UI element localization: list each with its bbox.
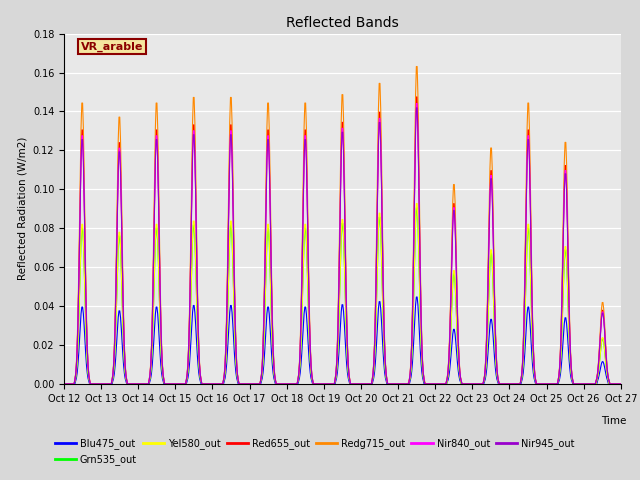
Yel580_out (410, 277, 418, 283)
Line: Redg715_out: Redg715_out (64, 67, 621, 384)
Nir840_out (60, 381, 68, 387)
Nir945_out (413, 105, 421, 111)
Nir840_out (70, 381, 78, 387)
Redg715_out (413, 64, 421, 70)
Blu475_out (413, 294, 421, 300)
Nir840_out (127, 381, 135, 387)
Red655_out (214, 381, 221, 387)
Blu475_out (214, 381, 221, 387)
Redg715_out (184, 360, 192, 365)
Nir945_out (70, 381, 78, 387)
Blu475_out (428, 381, 435, 387)
Redg715_out (617, 381, 625, 387)
Yel580_out (70, 381, 78, 387)
Nir840_out (617, 381, 625, 387)
Grn535_out (617, 381, 625, 387)
Grn535_out (214, 381, 221, 387)
Red655_out (617, 381, 625, 387)
Yel580_out (184, 369, 192, 374)
Grn535_out (70, 381, 78, 387)
Red655_out (60, 381, 68, 387)
Grn535_out (127, 381, 135, 387)
Blu475_out (410, 331, 418, 337)
Line: Red655_out: Red655_out (64, 97, 621, 384)
Redg715_out (214, 381, 221, 387)
Nir840_out (413, 101, 421, 107)
Legend: Blu475_out, Grn535_out, Yel580_out, Red655_out, Redg715_out, Nir840_out, Nir945_: Blu475_out, Grn535_out, Yel580_out, Red6… (51, 434, 579, 469)
Yel580_out (127, 381, 135, 387)
Redg715_out (60, 381, 68, 387)
Line: Nir840_out: Nir840_out (64, 104, 621, 384)
Yel580_out (214, 381, 221, 387)
Nir945_out (410, 222, 418, 228)
Yel580_out (617, 381, 625, 387)
Redg715_out (70, 381, 78, 387)
Nir840_out (214, 381, 221, 387)
Grn535_out (184, 369, 192, 375)
Blu475_out (60, 381, 68, 387)
Nir945_out (617, 381, 625, 387)
Nir840_out (410, 220, 418, 226)
Red655_out (428, 381, 435, 387)
Red655_out (127, 381, 135, 387)
Redg715_out (428, 381, 435, 387)
Line: Yel580_out: Yel580_out (64, 204, 621, 384)
Blu475_out (617, 381, 625, 387)
Text: Time: Time (601, 416, 627, 426)
Grn535_out (410, 280, 418, 286)
Blu475_out (127, 381, 135, 387)
Yel580_out (428, 381, 435, 387)
Blu475_out (70, 381, 78, 387)
Nir945_out (60, 381, 68, 387)
Redg715_out (127, 381, 135, 387)
Red655_out (184, 361, 192, 367)
Grn535_out (60, 381, 68, 387)
Text: VR_arable: VR_arable (81, 41, 143, 52)
Blu475_out (184, 375, 192, 381)
Nir840_out (184, 362, 192, 368)
Yel580_out (60, 381, 68, 387)
Title: Reflected Bands: Reflected Bands (286, 16, 399, 30)
Red655_out (410, 216, 418, 222)
Grn535_out (413, 205, 421, 211)
Nir945_out (428, 381, 435, 387)
Yel580_out (413, 201, 421, 206)
Red655_out (70, 381, 78, 387)
Redg715_out (410, 199, 418, 204)
Red655_out (413, 94, 421, 100)
Line: Blu475_out: Blu475_out (64, 297, 621, 384)
Nir945_out (184, 362, 192, 368)
Nir840_out (428, 381, 435, 387)
Grn535_out (428, 381, 435, 387)
Line: Grn535_out: Grn535_out (64, 208, 621, 384)
Nir945_out (214, 381, 221, 387)
Line: Nir945_out: Nir945_out (64, 108, 621, 384)
Nir945_out (127, 381, 135, 387)
Y-axis label: Reflected Radiation (W/m2): Reflected Radiation (W/m2) (17, 137, 28, 280)
